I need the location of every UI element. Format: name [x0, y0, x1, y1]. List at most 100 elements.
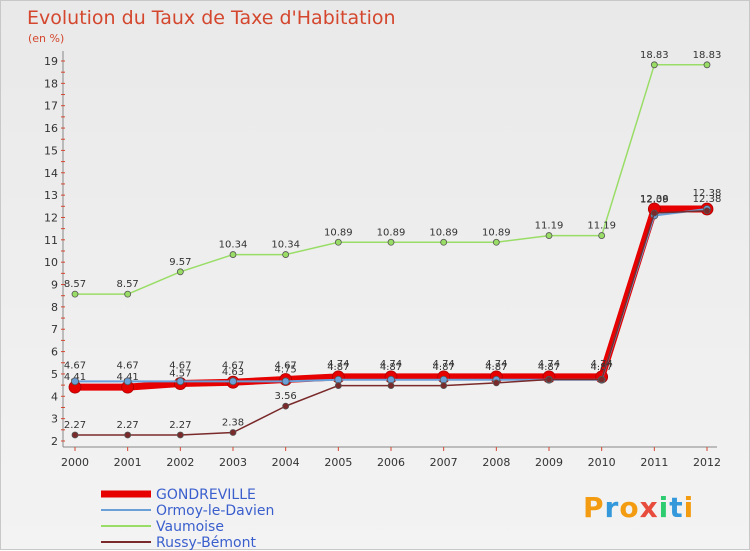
y-tick-label: 13: [44, 189, 58, 202]
x-tick-label: 2010: [588, 456, 616, 469]
data-point: [71, 431, 79, 439]
data-label: 4.75: [275, 365, 297, 376]
logo-letter: x: [639, 491, 659, 524]
data-point: [334, 238, 342, 246]
data-label: 4.87: [433, 362, 455, 373]
data-point: [71, 377, 79, 386]
data-point: [282, 402, 290, 410]
x-tick-label: 2007: [430, 456, 458, 469]
data-label: 11.19: [535, 221, 564, 232]
x-tick-label: 2004: [272, 456, 300, 469]
data-point: [598, 232, 606, 239]
data-point: [703, 61, 711, 69]
logo-letter: i: [683, 491, 695, 524]
data-label: 4.74: [327, 359, 349, 370]
y-tick-label: 10: [44, 256, 58, 269]
x-tick-label: 2000: [61, 456, 89, 469]
data-label: 4.87: [538, 362, 560, 373]
x-tick-label: 2005: [324, 456, 352, 469]
data-point: [440, 382, 448, 389]
y-tick-label: 2: [51, 435, 58, 448]
logo-letter: t: [669, 491, 684, 524]
y-tick-label: 3: [51, 413, 58, 426]
data-label: 8.57: [117, 279, 139, 290]
data-point: [229, 429, 237, 436]
data-label: 4.74: [433, 359, 455, 370]
y-tick-label: 14: [44, 167, 58, 180]
data-point: [492, 379, 500, 387]
y-tick-label: 8: [51, 301, 58, 314]
data-label: 2.38: [222, 418, 244, 429]
data-label: 4.74: [538, 359, 560, 370]
data-label: 2.27: [117, 420, 139, 431]
x-tick-label: 2003: [219, 456, 247, 469]
y-tick-label: 9: [51, 279, 58, 292]
data-point: [281, 377, 290, 386]
data-label: 4.67: [64, 360, 86, 371]
data-label: 18.83: [640, 50, 669, 61]
data-label: 12.09: [640, 194, 669, 205]
logo-letter: i: [658, 491, 670, 524]
data-label: 9.57: [169, 257, 191, 268]
data-label: 4.67: [117, 360, 139, 371]
data-label: 11.19: [587, 221, 616, 232]
x-tick-label: 2011: [640, 456, 668, 469]
data-point: [176, 377, 185, 386]
data-label: 10.34: [219, 240, 248, 251]
data-point: [387, 238, 395, 246]
data-point: [387, 382, 395, 389]
data-point: [334, 382, 342, 389]
data-point: [650, 209, 658, 217]
x-tick-label: 2008: [482, 456, 510, 469]
data-label: 10.89: [324, 227, 353, 238]
data-label: 4.74: [380, 359, 402, 370]
y-tick-label: 6: [51, 346, 58, 359]
data-label: 4.67: [169, 360, 191, 371]
data-point: [282, 251, 290, 258]
data-label: 4.74: [485, 359, 507, 370]
data-label: 4.67: [275, 360, 297, 371]
data-label: 4.87: [327, 362, 349, 373]
x-tick-label: 2006: [377, 456, 405, 469]
data-label: 4.57: [169, 369, 191, 380]
data-label: 3.56: [275, 391, 297, 402]
y-tick-label: 16: [44, 122, 58, 135]
legend-label: Russy-Bémont: [156, 535, 256, 551]
data-label: 8.57: [64, 279, 86, 290]
data-label: 10.89: [482, 227, 511, 238]
y-tick-label: 11: [44, 234, 58, 247]
data-label: 10.34: [271, 240, 300, 251]
data-label: 4.87: [380, 362, 402, 373]
legend-label: Ormoy-le-Davien: [156, 503, 274, 519]
data-label: 2.27: [169, 420, 191, 431]
data-point: [229, 251, 237, 258]
data-point: [176, 431, 184, 439]
proxiti-logo: Proxiti: [583, 491, 694, 524]
y-tick-label: 5: [51, 368, 58, 381]
data-point: [124, 431, 132, 439]
x-tick-label: 2009: [535, 456, 563, 469]
y-tick-label: 4: [51, 390, 58, 403]
y-tick-label: 17: [44, 100, 58, 113]
data-point: [440, 238, 448, 246]
data-point: [650, 61, 658, 69]
data-point: [229, 377, 237, 386]
x-tick-label: 2002: [166, 456, 194, 469]
data-point: [703, 207, 711, 215]
x-tick-label: 2001: [114, 456, 142, 469]
data-point: [124, 290, 132, 298]
data-label: 4.63: [222, 367, 244, 378]
x-tick-label: 2012: [693, 456, 721, 469]
logo-letter: P: [583, 491, 605, 524]
data-label: 12.38: [640, 194, 669, 205]
legend-label: Vaumoise: [156, 519, 224, 535]
data-label: 2.27: [64, 420, 86, 431]
data-label: 10.89: [377, 227, 406, 238]
data-label: 18.83: [693, 50, 722, 61]
data-label: 4.87: [485, 362, 507, 373]
chart-title: Evolution du Taux de Taxe d'Habitation: [27, 7, 396, 29]
y-tick-label: 12: [44, 211, 58, 224]
y-tick-label: 7: [51, 323, 58, 336]
logo-letter: r: [604, 491, 620, 524]
